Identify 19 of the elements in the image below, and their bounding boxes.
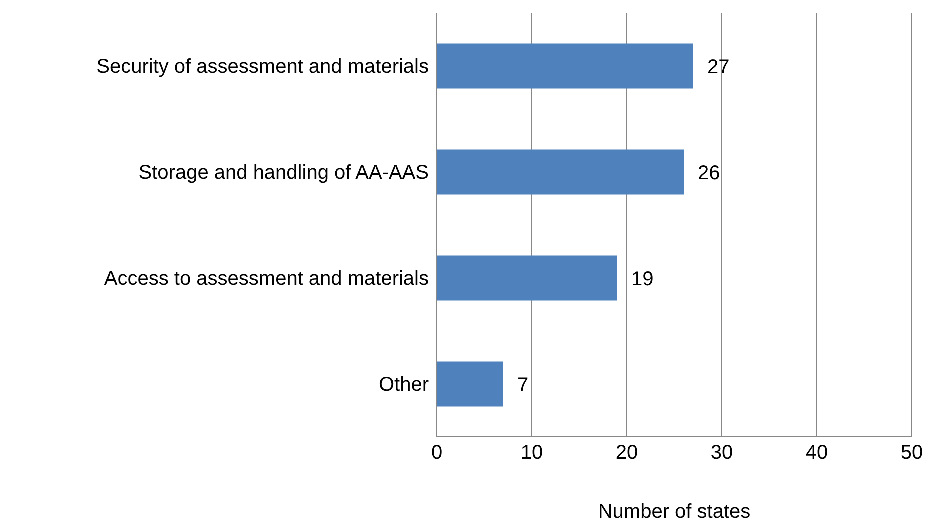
x-tick-label: 0 xyxy=(431,442,443,464)
bar xyxy=(437,150,684,195)
data-label: 19 xyxy=(632,268,654,290)
x-tick-label: 20 xyxy=(616,442,638,464)
y-tick-label: Storage and handling of AA-AAS xyxy=(138,162,429,184)
bar xyxy=(437,256,618,301)
x-tick-label: 10 xyxy=(520,442,544,464)
x-tick-label: 50 xyxy=(900,442,924,464)
y-tick-label: Access to assessment and materials xyxy=(104,268,429,290)
y-tick-label: Other xyxy=(378,374,430,396)
data-label: 7 xyxy=(518,374,529,396)
x-tick-label: 30 xyxy=(710,442,734,464)
y-tick-label: Security of assessment and materials xyxy=(96,56,429,78)
x-tick-label: 40 xyxy=(806,442,828,464)
x-axis-title: Number of states xyxy=(598,501,751,522)
data-label: 27 xyxy=(708,56,730,78)
bar xyxy=(437,362,504,407)
data-label: 26 xyxy=(698,162,720,184)
bar xyxy=(437,44,694,89)
